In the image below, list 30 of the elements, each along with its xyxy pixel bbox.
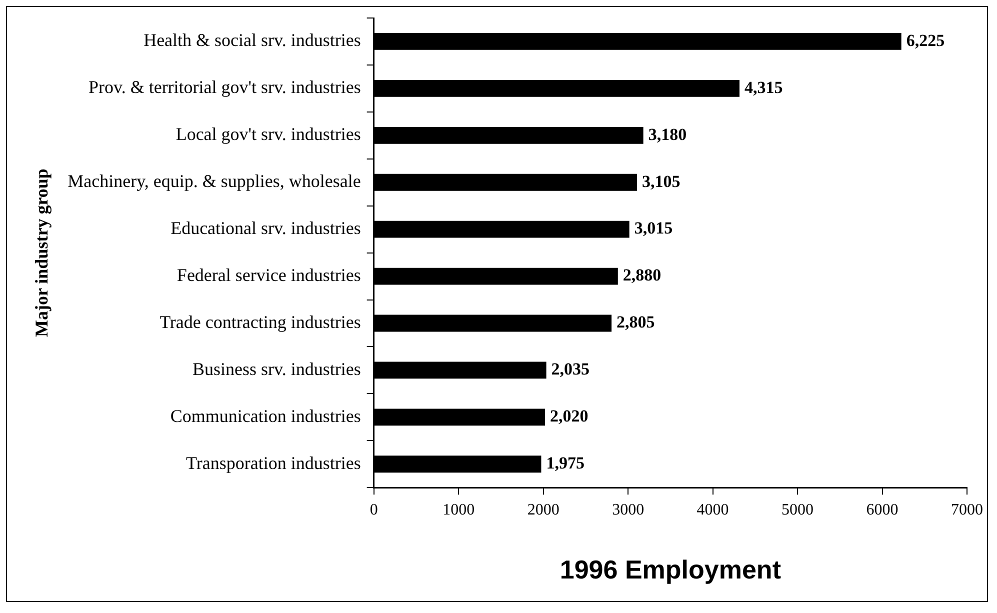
x-tick-label: 7000: [951, 501, 983, 518]
y-tick-label: Machinery, equip. & supplies, wholesale: [68, 171, 361, 192]
y-tick-label: Business srv. industries: [192, 358, 361, 379]
y-tick-label: Transporation industries: [186, 452, 361, 473]
y-tick-label: Communication industries: [170, 406, 361, 426]
y-tick-label: Prov. & territorial gov't srv. industries: [88, 77, 361, 98]
data-label: 3,180: [648, 124, 687, 144]
y-tick-label: Federal service industries: [176, 265, 361, 286]
data-label: 6,225: [906, 30, 945, 50]
x-tick-label: 2000: [527, 501, 560, 518]
y-axis-title: Major industry group: [31, 168, 52, 337]
x-tick-label: 0: [370, 501, 378, 518]
x-tick-label: 4000: [696, 501, 729, 518]
data-label: 2,035: [551, 360, 590, 379]
data-label: 2,880: [622, 266, 662, 285]
x-tick-label: 5000: [782, 501, 814, 518]
x-tick-label: 1000: [442, 501, 475, 518]
data-label: 2,805: [616, 312, 655, 332]
data-label: 1,975: [546, 454, 584, 473]
y-tick-label: Trade contracting industries: [160, 312, 361, 332]
x-tick-label: 6000: [866, 501, 898, 518]
data-label: 4,315: [744, 78, 783, 97]
data-label: 3,015: [634, 218, 673, 238]
y-tick-label: Educational srv. industries: [170, 218, 361, 238]
data-label: 2,020: [550, 406, 588, 426]
y-tick-label: Local gov't srv. industries: [176, 124, 361, 144]
x-tick-label: 3000: [612, 501, 644, 518]
x-axis-title: 1996 Employment: [560, 554, 782, 585]
y-tick-label: Health & social srv. industries: [144, 30, 361, 50]
data-label: 3,105: [642, 172, 680, 191]
